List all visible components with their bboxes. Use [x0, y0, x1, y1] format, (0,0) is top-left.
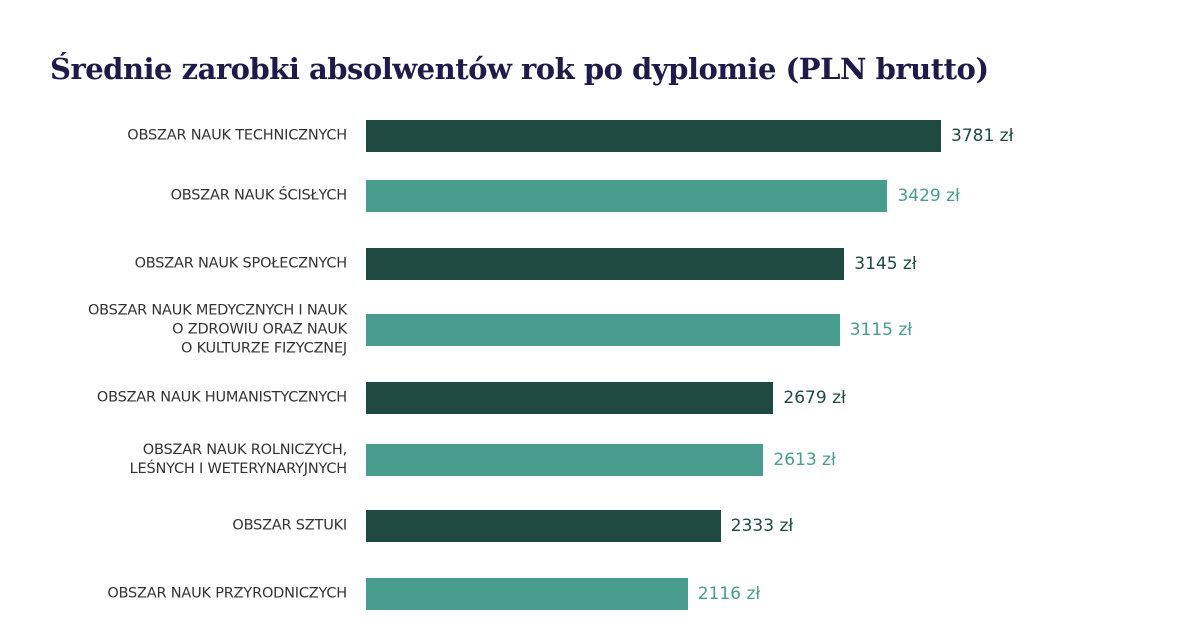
value-label: 2116 zł [697, 584, 761, 604]
category-label: OBSZAR NAUK TECHNICZNYCH [127, 127, 347, 144]
bar [366, 444, 764, 476]
category-label: OBSZAR NAUK ŚCISŁYCH [170, 187, 348, 204]
value-label: 3115 zł [849, 320, 913, 340]
category-label: OBSZAR SZTUKI [232, 517, 347, 534]
value-label: 2333 zł [730, 516, 794, 536]
category-label: OBSZAR NAUK PRZYRODNICZYCH [107, 585, 347, 602]
value-label: 3145 zł [854, 254, 917, 274]
bar [366, 248, 845, 280]
category-label: OBSZAR NAUK SPOŁECZNYCH [134, 255, 348, 272]
chart-title: Średnie zarobki absolwentów rok po dyplo… [50, 52, 989, 86]
value-label: 2613 zł [773, 450, 836, 470]
bar [366, 120, 941, 152]
value-label: 3781 zł [951, 126, 1014, 146]
value-label: 3429 zł [897, 186, 960, 206]
category-label: OBSZAR NAUK HUMANISTYCZNYCH [96, 389, 347, 406]
category-label: OBSZAR NAUK MEDYCZNYCH I NAUK O ZDROWIU … [87, 302, 347, 357]
value-label: 2679 zł [783, 388, 846, 408]
bar [366, 314, 840, 346]
bar [366, 382, 774, 414]
category-label: OBSZAR NAUK ROLNICZYCH, LEŚNYCH I WETERY… [129, 442, 348, 477]
bar [366, 510, 721, 542]
bar [366, 180, 888, 212]
bar [366, 578, 688, 610]
